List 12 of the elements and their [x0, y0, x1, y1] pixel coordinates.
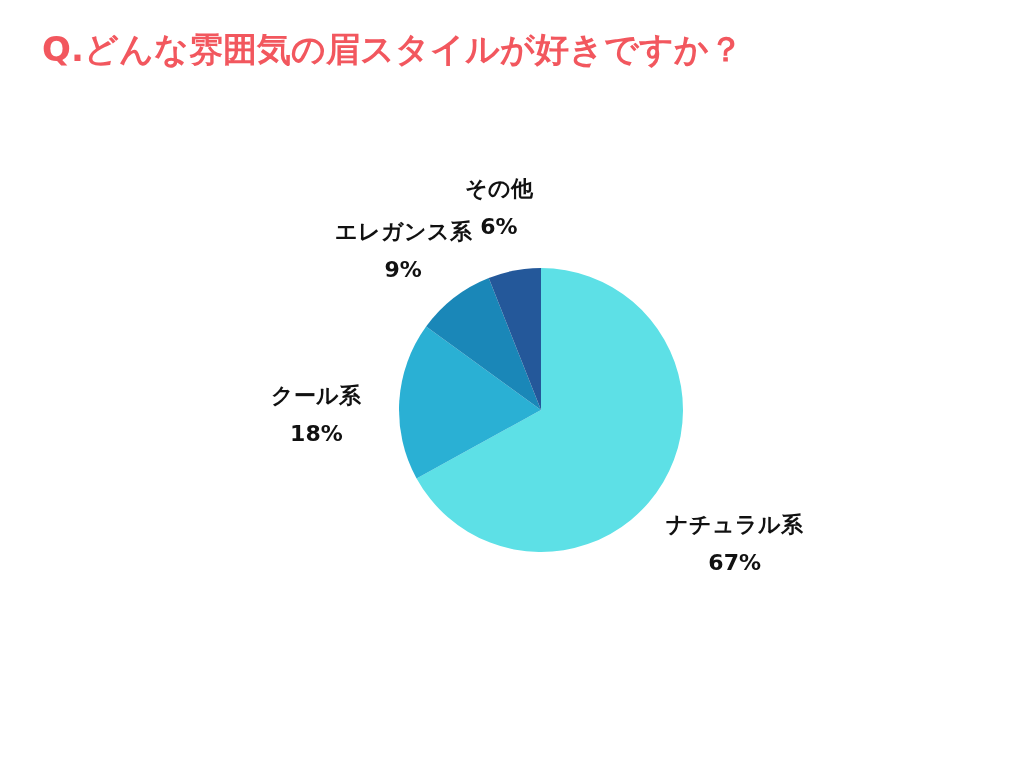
pie-slice [426, 277, 541, 410]
chart-title: Q.どんな雰囲気の眉スタイルが好きですか？ [42, 29, 743, 69]
pie-slice [399, 326, 541, 479]
slice-label: その他 [464, 175, 534, 201]
data-label: 67% [708, 549, 761, 575]
data-label: 18% [290, 420, 343, 446]
data-label: 6% [480, 213, 518, 239]
slice-label: クール系 [271, 382, 363, 408]
slice-label: エレガンス系 [334, 219, 473, 245]
pie-slice [488, 268, 541, 410]
slice-label: ナチュラル系 [666, 511, 805, 537]
data-label: 9% [384, 257, 422, 283]
